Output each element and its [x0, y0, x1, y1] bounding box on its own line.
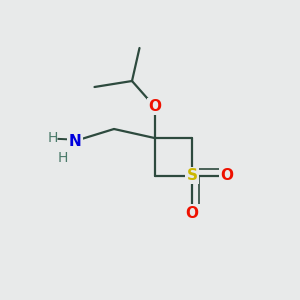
- Text: H: H: [58, 152, 68, 165]
- Text: O: O: [220, 168, 233, 183]
- Text: H: H: [47, 131, 58, 145]
- Text: O: O: [185, 206, 199, 220]
- Text: N: N: [69, 134, 81, 148]
- Text: S: S: [187, 168, 197, 183]
- Text: O: O: [148, 99, 161, 114]
